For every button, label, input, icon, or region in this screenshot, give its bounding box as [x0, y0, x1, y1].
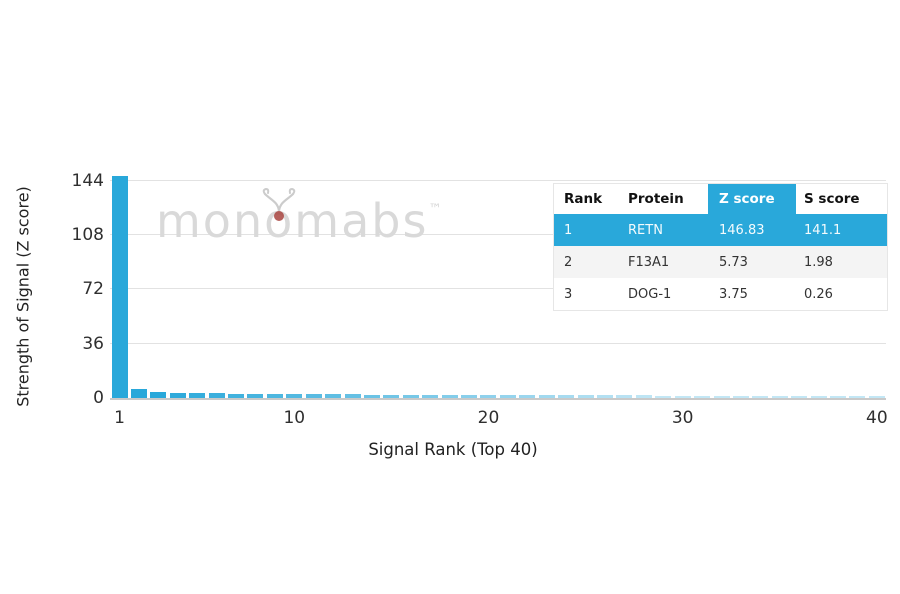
bar-rank-35: [771, 395, 788, 398]
cell-rank: 3: [564, 286, 573, 302]
bar-rank-4: [169, 392, 186, 398]
bar-rank-16: [402, 394, 419, 398]
table-row: 1 RETN 146.83 141.1: [554, 214, 887, 246]
bar-rank-40: [868, 395, 885, 398]
header-rank: Rank: [564, 191, 603, 207]
trademark-symbol: ™: [428, 202, 442, 217]
bar-rank-10: [286, 394, 303, 398]
bar-rank-31: [694, 395, 711, 398]
gridline-72: [110, 288, 886, 290]
sprout-icon: [262, 187, 296, 211]
bar-rank-20: [480, 395, 497, 398]
cell-z-score: 3.75: [719, 286, 748, 302]
bar-rank-27: [616, 395, 633, 398]
watermark-text: o: [264, 194, 295, 248]
y-tick-label-144: 144: [71, 170, 104, 191]
watermark-berry-dot: [274, 211, 285, 221]
bar-rank-38: [830, 395, 847, 398]
bar-rank-1: [111, 176, 128, 398]
bar-rank-8: [247, 393, 264, 398]
bar-rank-29: [655, 395, 672, 398]
bar-rank-15: [383, 394, 400, 398]
bar-rank-30: [674, 395, 691, 398]
bar-rank-24: [558, 395, 575, 398]
y-tick-label-36: 36: [82, 333, 104, 354]
bar-rank-18: [441, 394, 458, 398]
cell-protein: RETN: [628, 222, 663, 238]
bar-rank-21: [499, 395, 516, 398]
cell-s-score: 141.1: [804, 222, 842, 238]
header-s-score: S score: [804, 191, 860, 207]
bar-rank-39: [849, 395, 866, 398]
watermark-logo: mono mabs™: [156, 187, 442, 248]
rank-table-header-row: Rank Protein Z score S score: [554, 184, 887, 214]
watermark-text: mon: [156, 194, 265, 248]
table-row: 2 F13A1 5.73 1.98: [554, 246, 887, 278]
gridline-144: [110, 179, 886, 181]
cell-z-score: 5.73: [719, 254, 748, 270]
bar-rank-19: [461, 394, 478, 398]
plot-area: mono mabs™: [110, 170, 886, 400]
bar-rank-34: [752, 395, 769, 398]
bar-rank-9: [266, 393, 283, 398]
watermark-text: mabs: [294, 194, 429, 248]
bar-rank-22: [519, 395, 536, 398]
x-tick-label-10: 10: [283, 408, 306, 428]
bar-rank-13: [344, 394, 361, 398]
gridline-36: [110, 342, 886, 344]
header-z-score: Z score: [708, 184, 796, 214]
bar-rank-23: [538, 395, 555, 398]
bar-rank-2: [130, 389, 147, 398]
rank-table: Rank Protein Z score S score 1 RETN 146.…: [553, 183, 888, 311]
bar-rank-26: [597, 395, 613, 398]
bar-rank-36: [791, 395, 808, 398]
bar-rank-7: [228, 393, 245, 398]
x-axis-ticks: 1 10 20 30 40: [110, 408, 888, 432]
table-row: 3 DOG-1 3.75 0.26: [554, 278, 887, 310]
x-tick-label-1: 1: [114, 408, 125, 428]
cell-rank: 1: [564, 222, 573, 238]
bar-rank-3: [150, 392, 167, 398]
x-tick-label-30: 30: [671, 408, 694, 428]
cell-s-score: 1.98: [804, 254, 833, 270]
gridline-108: [110, 233, 886, 235]
x-tick-label-40: 40: [866, 408, 888, 428]
y-tick-label-108: 108: [71, 224, 104, 245]
bar-rank-14: [363, 394, 380, 398]
bar-rank-28: [635, 395, 652, 398]
cell-s-score: 0.26: [804, 286, 833, 302]
y-tick-label-0: 0: [93, 388, 104, 408]
bar-rank-33: [732, 395, 749, 398]
y-axis-ticks: 0 36 72 108 144: [0, 170, 104, 408]
bar-rank-11: [305, 394, 322, 398]
cell-protein: DOG-1: [628, 286, 672, 302]
bar-rank-37: [810, 395, 827, 398]
watermark-o: o: [262, 187, 296, 248]
bar-rank-17: [422, 394, 439, 398]
bar-rank-32: [713, 395, 730, 398]
bar-rank-6: [208, 393, 225, 398]
x-axis-title: Signal Rank (Top 40): [368, 440, 538, 459]
x-tick-label-20: 20: [477, 408, 500, 428]
cell-z-score: 146.83: [719, 222, 765, 238]
bar-rank-12: [325, 394, 342, 398]
bar-rank-25: [577, 395, 594, 398]
header-protein: Protein: [628, 191, 684, 207]
cell-rank: 2: [564, 254, 573, 270]
bar-rank-5: [189, 393, 206, 398]
y-tick-label-72: 72: [82, 279, 104, 300]
cell-protein: F13A1: [628, 254, 670, 270]
